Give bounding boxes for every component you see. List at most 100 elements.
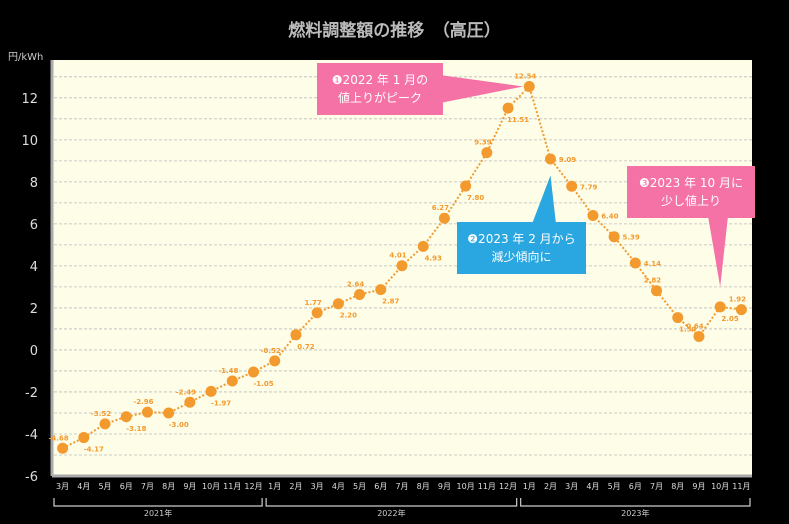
y-axis-unit: 円/kWh [8, 52, 44, 63]
data-label: 12.54 [514, 72, 536, 80]
x-tick-label: 6月 [120, 482, 133, 491]
data-point [163, 407, 175, 419]
data-point [375, 284, 387, 296]
data-label: 2.64 [347, 280, 364, 288]
year-label: 2021年 [144, 508, 172, 518]
data-point [587, 209, 599, 221]
year-label: 2023年 [621, 508, 649, 518]
data-point [120, 411, 132, 423]
x-tick-label: 9月 [438, 482, 451, 491]
y-tick-label: 10 [21, 134, 38, 149]
data-label: 4.14 [644, 260, 661, 268]
data-point [481, 147, 493, 159]
annotation-peak-line2: 値上りがピーク [337, 91, 422, 105]
data-label: 1.92 [729, 296, 746, 304]
data-point [184, 396, 196, 408]
data-label: 0.72 [297, 343, 314, 351]
data-point [608, 231, 620, 243]
data-label: 6.27 [432, 204, 449, 212]
data-label: -1.48 [218, 367, 238, 375]
x-tick-label: 2月 [544, 482, 557, 491]
data-label: 9.09 [559, 156, 576, 164]
annotation-peak: ❶2022 年 1 月の 値上りがピーク [317, 63, 443, 115]
data-point [629, 257, 641, 269]
x-tick-label: 4月 [77, 482, 90, 491]
data-point [290, 329, 302, 341]
x-tick-label: 10月 [711, 482, 729, 491]
x-tick-label: 3月 [311, 482, 324, 491]
x-tick-label: 9月 [692, 482, 705, 491]
data-point [417, 240, 429, 252]
x-tick-label: 4月 [332, 482, 345, 491]
y-tick-label: -4 [25, 428, 38, 443]
x-tick-label: 10月 [457, 482, 475, 491]
x-tick-label: 3月 [56, 482, 69, 491]
data-point [672, 312, 684, 324]
x-tick-label: 2月 [289, 482, 302, 491]
data-label: 2.20 [340, 312, 357, 320]
data-label: 6.40 [601, 212, 618, 220]
data-point [226, 375, 238, 387]
x-tick-label: 4月 [586, 482, 599, 491]
data-point [566, 180, 578, 192]
data-label: 7.79 [580, 183, 597, 191]
data-point [544, 153, 556, 165]
x-tick-label: 12月 [499, 482, 517, 491]
x-tick-label: 11月 [478, 482, 496, 491]
data-label: 9.39 [474, 139, 491, 147]
y-tick-label: 4 [30, 260, 38, 275]
annotation-decrease-line2: 減少傾向に [491, 250, 552, 264]
y-tick-label: 8 [30, 176, 38, 191]
x-tick-label: 12月 [244, 482, 262, 491]
x-tick-label: 1月 [523, 482, 536, 491]
data-label: 11.51 [507, 116, 529, 124]
data-point [735, 304, 747, 316]
annotation-rise-line2: 少し値上り [660, 194, 721, 208]
data-point [396, 260, 408, 272]
year-bracket [520, 498, 751, 507]
data-point [523, 80, 535, 92]
data-point [354, 288, 366, 300]
data-point [693, 330, 705, 342]
data-label: -3.18 [126, 425, 146, 433]
data-point [311, 307, 323, 319]
data-point [99, 418, 111, 430]
annotation-decrease-line1: ❷2023 年 2 月から [467, 232, 576, 246]
data-point [332, 298, 344, 310]
y-tick-label: -6 [25, 470, 38, 485]
data-point [57, 442, 69, 454]
data-label: 4.01 [389, 252, 406, 260]
annotation-rise-line1: ❸2023 年 10 月に [638, 176, 743, 190]
x-tick-label: 10月 [202, 482, 220, 491]
annotation-peak-line1: ❶2022 年 1 月の [331, 73, 429, 87]
annotation-decrease: ❷2023 年 2 月から 減少傾向に [457, 222, 586, 274]
data-label: 0.64 [686, 322, 703, 330]
x-tick-label: 6月 [629, 482, 642, 491]
x-tick-label: 7月 [141, 482, 154, 491]
annotation-peak-pointer [440, 75, 524, 103]
annotation-decrease-pointer [532, 175, 556, 224]
y-tick-label: 6 [30, 218, 38, 233]
x-tick-label: 7月 [395, 482, 408, 491]
x-tick-label: 11月 [732, 482, 750, 491]
x-tick-label: 8月 [162, 482, 175, 491]
data-label: -4.17 [84, 446, 104, 454]
x-tick-label: 1月 [268, 482, 281, 491]
data-label: 7.80 [467, 194, 484, 202]
data-point [205, 385, 217, 397]
x-tick-label: 7月 [650, 482, 663, 491]
data-point [141, 406, 153, 418]
data-label: -2.96 [133, 398, 153, 406]
x-tick-label: 11月 [223, 482, 241, 491]
annotation-rise: ❸2023 年 10 月に 少し値上り [627, 166, 755, 218]
x-tick-label: 5月 [98, 482, 111, 491]
x-tick-label: 8月 [671, 482, 684, 491]
year-bracket [265, 498, 518, 507]
x-tick-label: 5月 [353, 482, 366, 491]
y-tick-label: 0 [30, 344, 38, 359]
data-point [438, 212, 450, 224]
data-label: -1.97 [211, 399, 231, 407]
data-label: 1.54 [679, 326, 696, 334]
x-tick-label: 8月 [417, 482, 430, 491]
data-label: -1.05 [253, 380, 273, 388]
